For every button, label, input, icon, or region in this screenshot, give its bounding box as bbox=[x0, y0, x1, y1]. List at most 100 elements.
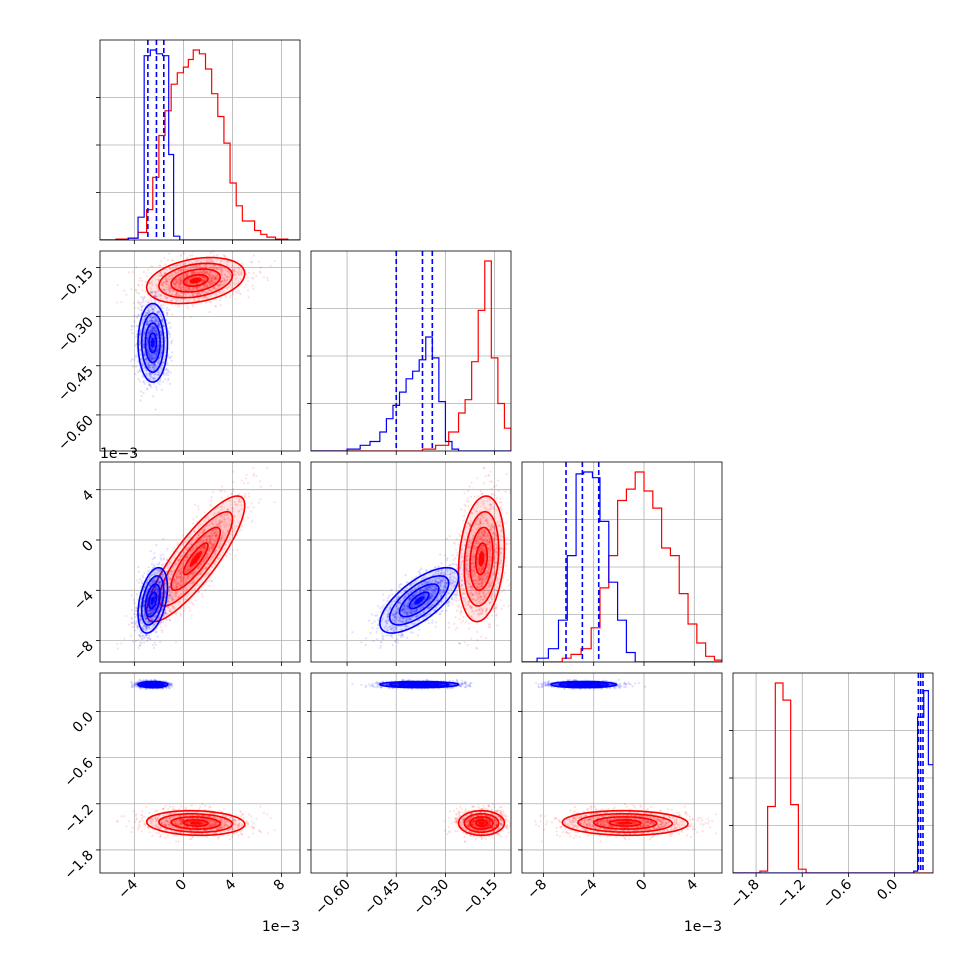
sample-point bbox=[140, 305, 143, 308]
sample-point bbox=[141, 284, 144, 287]
sample-point bbox=[198, 285, 201, 288]
sample-point bbox=[138, 578, 141, 581]
sample-point bbox=[174, 592, 177, 595]
sample-point bbox=[160, 337, 163, 340]
sample-point bbox=[156, 346, 160, 349]
sample-point bbox=[236, 548, 239, 551]
sample-point bbox=[157, 320, 160, 323]
sample-point bbox=[172, 283, 175, 286]
sample-point bbox=[145, 369, 148, 372]
sample-point bbox=[164, 263, 167, 266]
sample-point bbox=[167, 373, 170, 377]
sample-point bbox=[168, 563, 171, 566]
sample-point bbox=[210, 277, 213, 280]
sample-point bbox=[155, 366, 158, 369]
sample-point bbox=[213, 276, 217, 279]
sample-point bbox=[165, 306, 168, 309]
sample-point bbox=[210, 580, 213, 583]
sample-point bbox=[208, 283, 212, 286]
sample-point bbox=[151, 265, 154, 268]
sample-point bbox=[190, 572, 194, 575]
sample-point bbox=[158, 310, 161, 313]
sample-point bbox=[167, 288, 171, 292]
sample-point bbox=[155, 295, 159, 298]
sample-point bbox=[184, 268, 187, 271]
sample-point bbox=[149, 291, 152, 294]
sample-point bbox=[148, 353, 151, 356]
sample-point bbox=[153, 326, 156, 329]
sample-point bbox=[178, 575, 181, 578]
sample-point bbox=[191, 266, 194, 269]
sample-point bbox=[200, 271, 203, 275]
sample-point bbox=[148, 366, 152, 370]
sample-point bbox=[173, 547, 176, 550]
sample-point bbox=[250, 502, 253, 505]
sample-point bbox=[234, 273, 237, 276]
sample-point bbox=[142, 331, 145, 334]
sample-point bbox=[151, 335, 154, 338]
sample-point bbox=[160, 347, 164, 350]
sample-point bbox=[146, 350, 149, 354]
grid-1-0 bbox=[100, 251, 300, 451]
sample-point bbox=[155, 385, 158, 388]
sample-point bbox=[154, 319, 157, 322]
sample-point bbox=[179, 264, 182, 267]
sample-point bbox=[147, 362, 150, 365]
sample-point bbox=[167, 377, 170, 380]
sample-point bbox=[130, 594, 133, 597]
sample-point bbox=[163, 272, 166, 276]
sample-point bbox=[189, 287, 192, 291]
sample-point bbox=[174, 284, 177, 287]
sample-point bbox=[133, 320, 136, 323]
sample-point bbox=[151, 282, 154, 285]
sample-point bbox=[168, 290, 171, 293]
sample-point bbox=[184, 289, 187, 292]
sample-point bbox=[160, 351, 163, 354]
sample-point bbox=[135, 579, 138, 582]
sample-point bbox=[179, 281, 182, 284]
sample-point bbox=[185, 279, 188, 282]
sample-point bbox=[156, 311, 159, 315]
sample-point bbox=[220, 516, 224, 519]
sample-point bbox=[186, 569, 190, 573]
sample-point bbox=[239, 497, 242, 500]
sample-point bbox=[138, 333, 142, 336]
sample-point bbox=[230, 492, 233, 495]
sample-point bbox=[170, 355, 173, 358]
sample-point bbox=[223, 279, 226, 282]
sample-point bbox=[156, 351, 159, 354]
sample-point bbox=[253, 472, 256, 476]
sample-point bbox=[176, 280, 179, 283]
sample-point bbox=[160, 388, 164, 391]
sample-point bbox=[148, 352, 151, 355]
sample-point bbox=[197, 590, 201, 593]
sample-point bbox=[159, 554, 162, 557]
sample-point bbox=[140, 304, 144, 307]
sample-point bbox=[134, 609, 137, 612]
sample-point bbox=[125, 614, 128, 618]
sample-point bbox=[153, 363, 156, 366]
sample-point bbox=[220, 280, 224, 283]
sample-point bbox=[226, 270, 230, 273]
sample-point bbox=[148, 569, 151, 572]
sample-point bbox=[154, 357, 157, 361]
sample-point bbox=[175, 293, 178, 296]
sample-point bbox=[196, 265, 199, 268]
sample-point bbox=[231, 292, 235, 296]
sample-point bbox=[193, 299, 196, 302]
sample-point bbox=[148, 350, 151, 353]
sample-point bbox=[157, 580, 160, 583]
sample-point bbox=[151, 307, 154, 310]
sample-point bbox=[205, 538, 208, 541]
sample-point bbox=[211, 491, 215, 494]
sample-point bbox=[157, 343, 160, 346]
sample-point bbox=[141, 319, 144, 322]
sample-point bbox=[151, 364, 154, 368]
sample-point bbox=[247, 296, 250, 299]
sample-point bbox=[226, 508, 229, 511]
sample-point bbox=[202, 275, 205, 279]
sample-point bbox=[187, 299, 190, 303]
sample-point bbox=[145, 323, 148, 326]
sample-point bbox=[219, 260, 223, 263]
sample-point bbox=[165, 283, 168, 286]
